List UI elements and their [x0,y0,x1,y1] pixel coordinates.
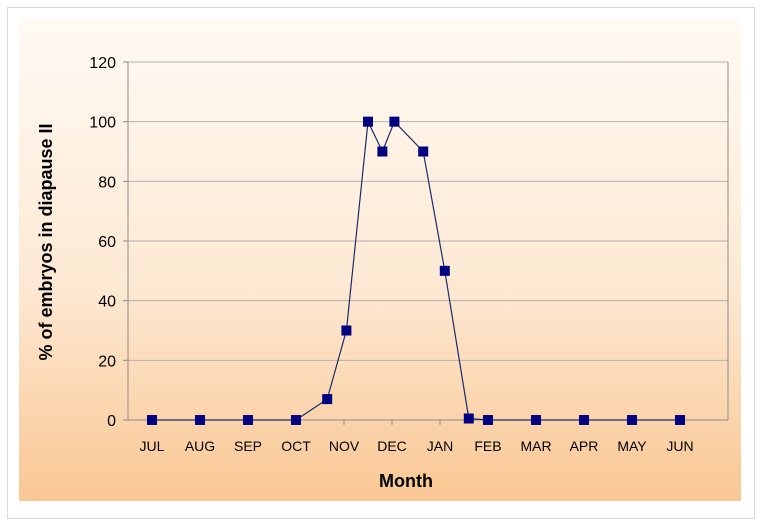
gridlines [128,61,728,361]
x-axis-title: Month [379,471,433,491]
x-tick-label: AUG [185,438,215,454]
data-point-marker [147,415,157,425]
data-point-marker [341,325,352,336]
data-point-marker [195,415,205,425]
data-point-marker [243,415,253,425]
chart-area [19,19,741,501]
data-point-marker [418,146,429,157]
y-tick-label: 100 [89,115,116,132]
y-tick-label: 80 [98,174,116,191]
y-axis-title: % of embryos in diapause II [36,123,56,360]
x-tick-label: MAY [617,438,647,454]
x-tick-label: OCT [281,438,311,454]
data-point-marker [483,415,493,425]
x-tick-label: FEB [474,438,501,454]
y-tick-label: 20 [98,353,116,370]
y-tick-label: 0 [107,413,116,430]
data-point-marker [377,146,388,157]
data-point-marker [322,394,333,405]
y-tick-label: 40 [98,294,116,311]
x-tick-label: MAR [520,438,551,454]
y-tick-label: 120 [89,55,116,72]
data-point-marker [675,415,685,425]
x-tick-label: NOV [329,438,360,454]
x-tick-label: JAN [427,438,453,454]
x-tick-label: JUN [666,438,693,454]
x-tick-labels: JUL AUG SEP OCT NOV DEC JAN FEB MAR APR MAY JUN [140,420,694,454]
x-tick-label: SEP [234,438,262,454]
data-point-marker [627,415,637,425]
x-tick-label: DEC [377,438,407,454]
y-tick-labels: 0 20 40 60 80 100 120 [89,55,128,430]
data-point-marker [291,415,301,425]
series-line [152,119,680,421]
x-tick-label: APR [570,438,599,454]
data-point-marker [439,265,450,276]
data-point-marker [463,413,474,424]
data-point-marker [579,415,589,425]
data-point-marker [531,415,541,425]
y-tick-label: 60 [98,234,116,251]
series-group [147,116,685,425]
x-tick-label: JUL [140,438,165,454]
data-point-marker [363,116,373,127]
data-point-marker [389,116,400,127]
